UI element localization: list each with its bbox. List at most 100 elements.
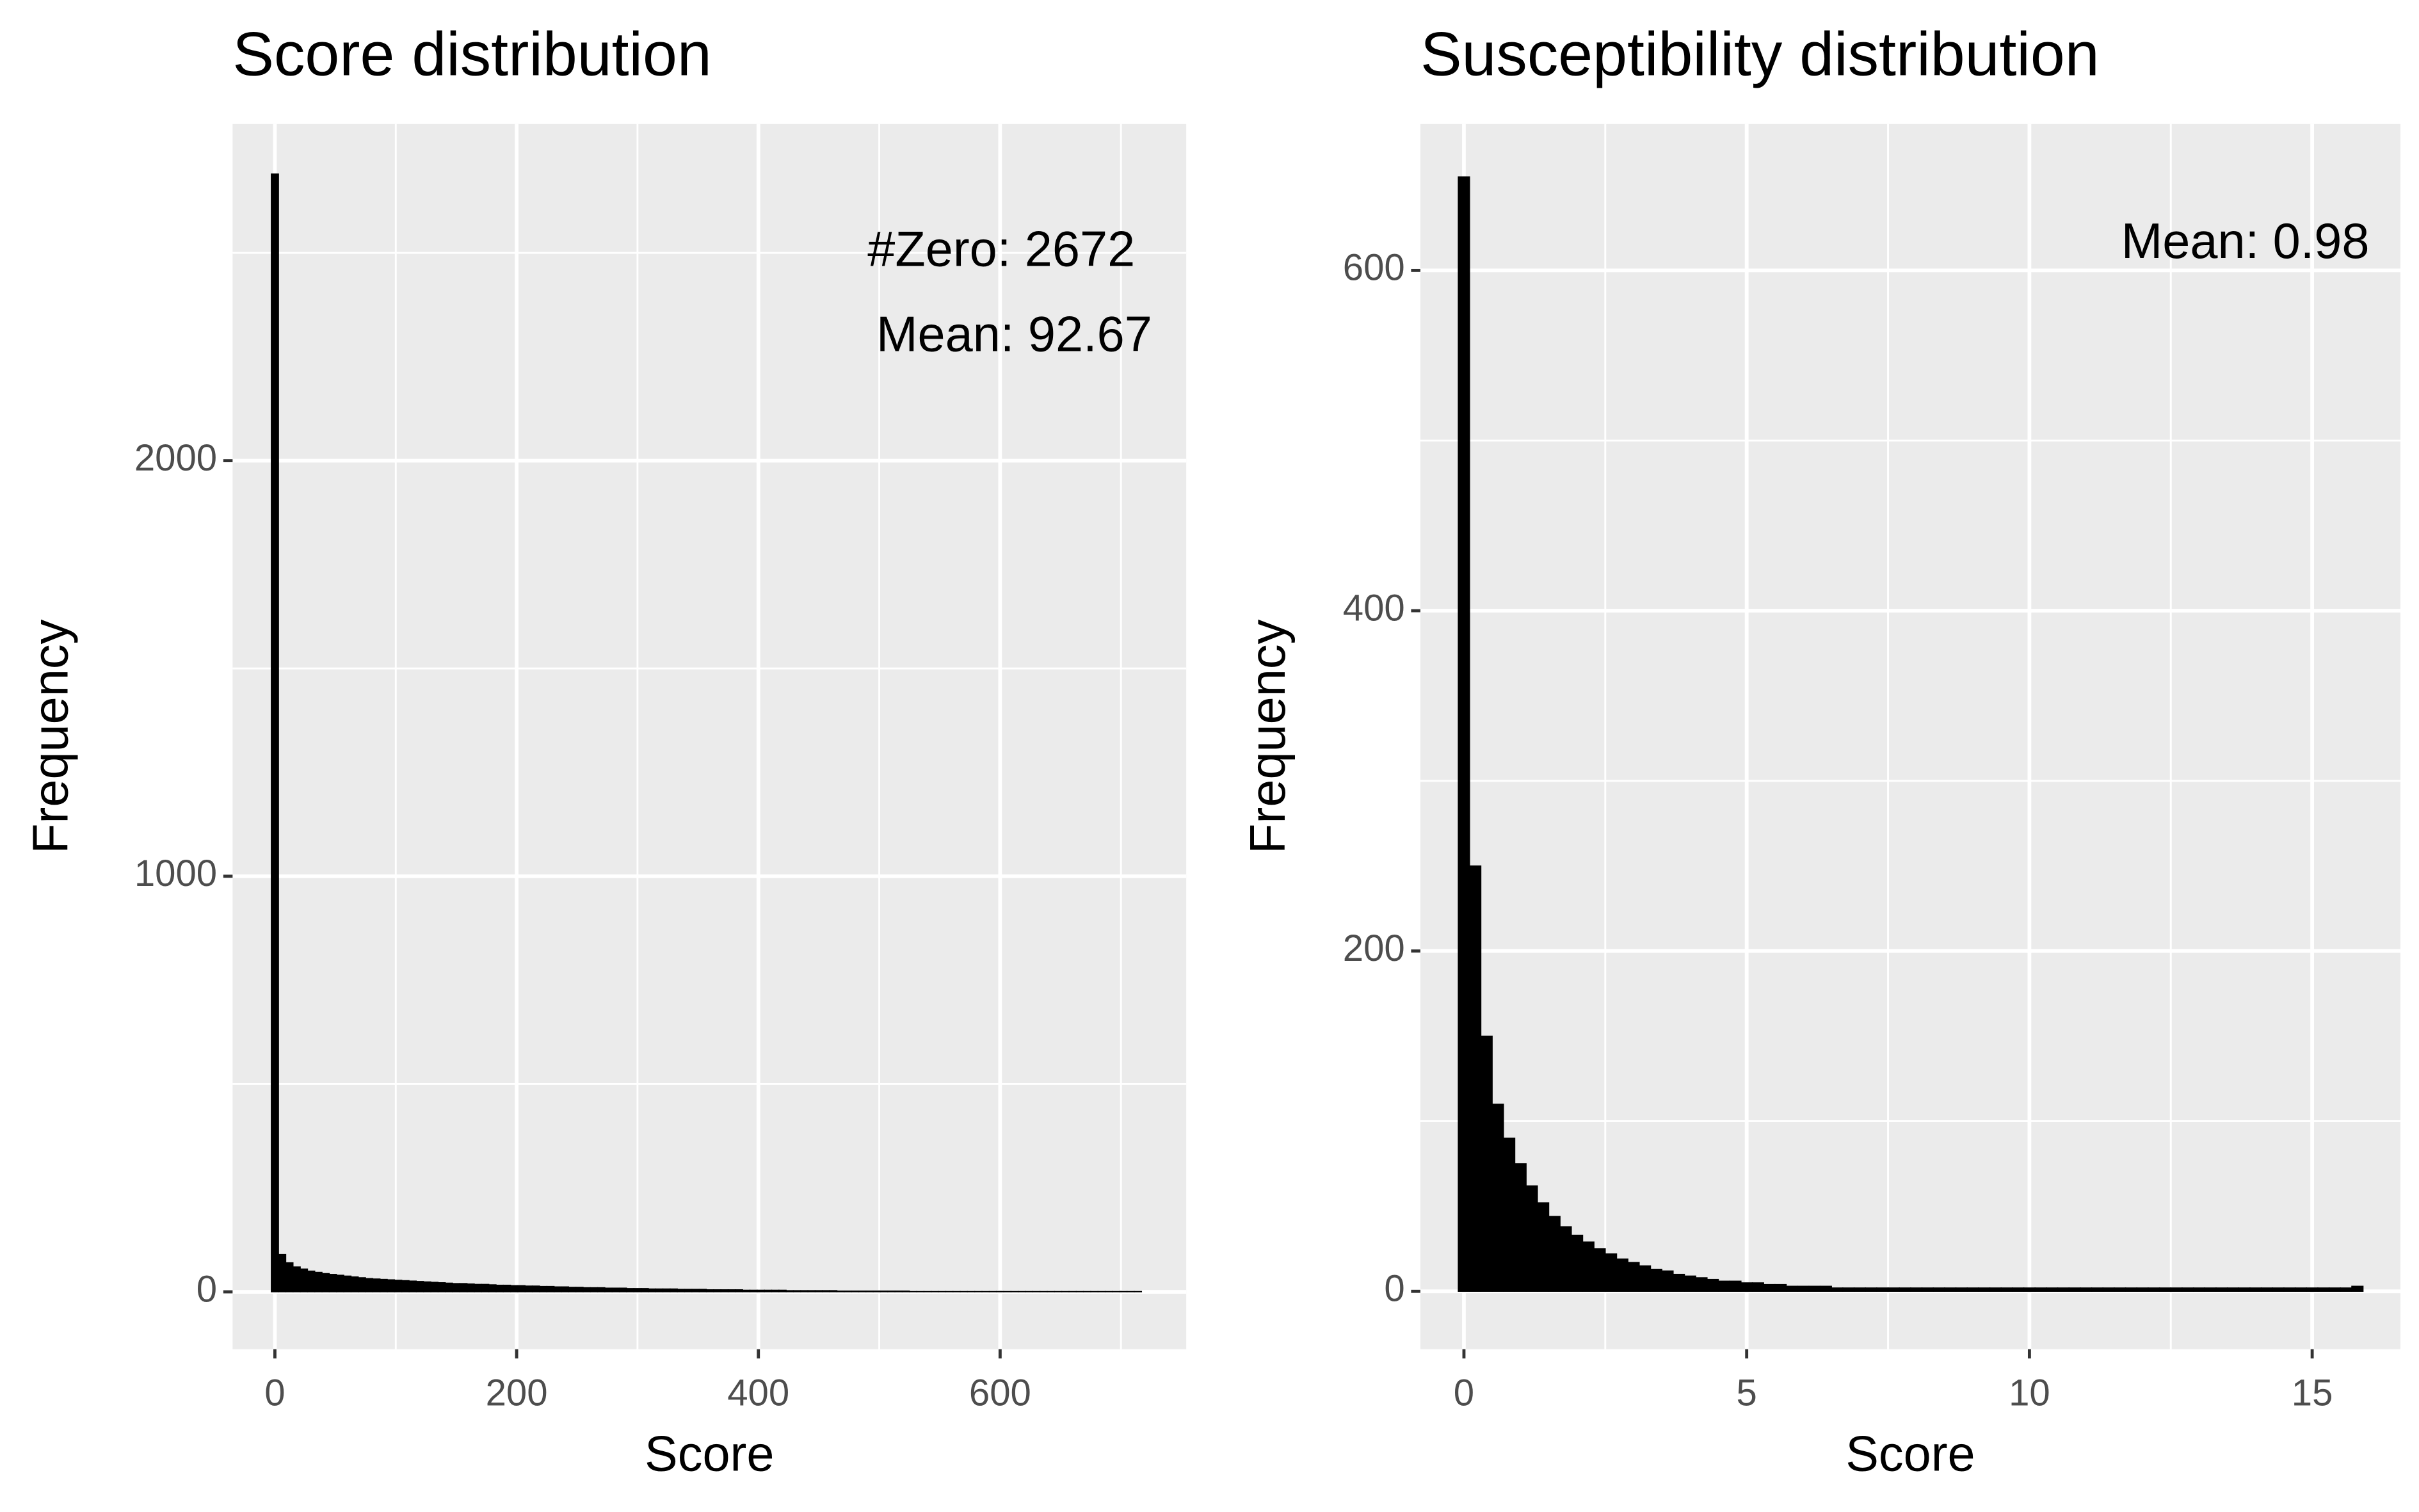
y-tick-label: 1000	[134, 853, 217, 894]
bar	[938, 1291, 947, 1292]
bar	[2283, 1287, 2296, 1292]
bar	[2023, 1287, 2036, 1292]
x-tick-label: 400	[727, 1372, 789, 1414]
bar	[307, 1270, 316, 1292]
bar	[887, 1291, 896, 1292]
bar	[764, 1289, 773, 1292]
x-tick-label: 10	[2009, 1372, 2050, 1414]
bar	[1112, 1291, 1121, 1292]
bar	[2351, 1285, 2364, 1292]
bar	[822, 1290, 830, 1292]
bar	[1537, 1202, 1550, 1292]
bar	[916, 1291, 925, 1292]
bar	[495, 1284, 504, 1292]
bar	[1582, 1241, 1595, 1292]
bar	[408, 1280, 417, 1292]
bar	[1876, 1287, 1889, 1292]
bar	[524, 1285, 533, 1292]
bar	[459, 1283, 468, 1292]
y-axis-title: Frequency	[23, 619, 78, 853]
bar	[422, 1281, 431, 1292]
chart-title: Susceptibility distribution	[1420, 19, 2100, 89]
bar	[2260, 1287, 2274, 1292]
bar	[677, 1289, 686, 1292]
bar	[466, 1283, 475, 1292]
bar	[1933, 1287, 1945, 1292]
bar	[1650, 1268, 1662, 1292]
bar	[1616, 1259, 1628, 1292]
bar	[1126, 1291, 1135, 1292]
bar	[271, 173, 279, 1292]
bar	[2125, 1287, 2137, 1292]
bar	[350, 1276, 359, 1292]
bar	[1480, 1035, 1493, 1292]
bar	[865, 1291, 874, 1292]
bar	[336, 1275, 344, 1292]
bar	[626, 1288, 634, 1292]
bar	[720, 1289, 729, 1292]
bar	[1831, 1287, 1844, 1292]
x-axis-title: Score	[645, 1427, 774, 1482]
bar	[1853, 1287, 1866, 1292]
bar	[2328, 1287, 2342, 1292]
bar	[531, 1285, 540, 1292]
bar	[2012, 1287, 2025, 1292]
bar	[800, 1290, 808, 1292]
bar	[488, 1284, 497, 1292]
bar	[1039, 1291, 1048, 1292]
bar	[1559, 1226, 1572, 1292]
bar	[1955, 1287, 1968, 1292]
bar	[952, 1291, 961, 1292]
bar	[1090, 1291, 1099, 1292]
bar	[1989, 1287, 2002, 1292]
bar	[931, 1291, 939, 1292]
bar	[872, 1291, 881, 1292]
bar	[2272, 1287, 2285, 1292]
bar	[829, 1290, 838, 1292]
y-tick-label: 0	[197, 1268, 217, 1310]
bar	[2148, 1287, 2160, 1292]
bar	[1571, 1234, 1584, 1292]
bar	[553, 1286, 562, 1292]
bar	[583, 1287, 591, 1292]
bar	[749, 1289, 758, 1292]
bar	[727, 1289, 736, 1292]
bar	[807, 1290, 816, 1292]
bar	[517, 1285, 526, 1292]
bar	[1887, 1287, 1900, 1292]
bar	[960, 1291, 968, 1292]
bar	[1774, 1283, 1787, 1292]
bar	[691, 1289, 700, 1292]
bar	[1684, 1275, 1696, 1292]
y-tick-label: 0	[1384, 1268, 1404, 1310]
bar	[611, 1287, 620, 1292]
bar	[293, 1266, 301, 1292]
bar	[778, 1289, 787, 1292]
bar	[474, 1283, 483, 1292]
bar	[604, 1287, 613, 1292]
bar	[1605, 1253, 1618, 1292]
bar	[2192, 1287, 2205, 1292]
bar	[967, 1291, 976, 1292]
bar	[575, 1287, 584, 1292]
bar	[1458, 176, 1470, 1292]
bar	[2215, 1287, 2228, 1292]
bar	[452, 1283, 461, 1292]
bar	[1842, 1287, 1855, 1292]
bar	[561, 1286, 570, 1292]
bar	[568, 1287, 577, 1292]
bar	[1075, 1291, 1084, 1292]
bar	[757, 1289, 765, 1292]
bar	[1525, 1185, 1538, 1292]
bar	[901, 1291, 910, 1292]
bar	[358, 1277, 366, 1292]
x-tick-label: 15	[2292, 1372, 2333, 1414]
bar	[1025, 1291, 1034, 1292]
bar	[735, 1289, 743, 1292]
bar	[1944, 1287, 1957, 1292]
bar	[670, 1288, 678, 1292]
bar	[1763, 1283, 1776, 1292]
bar	[894, 1291, 903, 1292]
annotation: Mean: 0.98	[2121, 214, 2370, 269]
